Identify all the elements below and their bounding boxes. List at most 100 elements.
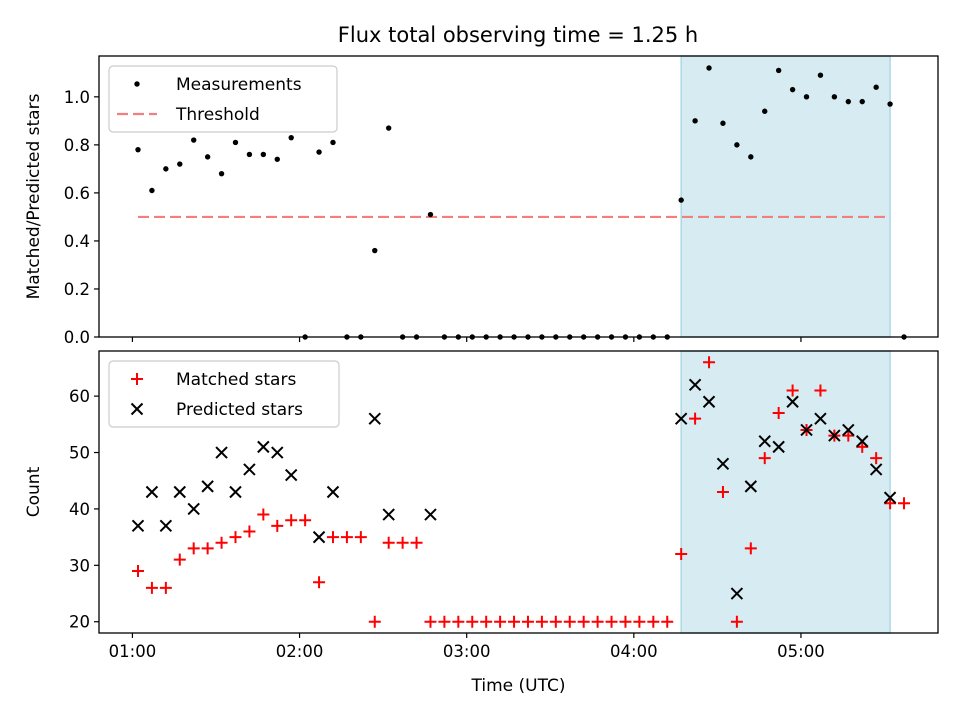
data-point xyxy=(368,615,381,628)
y-tick-label: 60 xyxy=(69,387,90,406)
y-tick-label: 40 xyxy=(69,500,90,519)
legend: Matched stars Predicted stars xyxy=(108,360,340,428)
data-point xyxy=(145,581,158,594)
x-tick-label: 02:00 xyxy=(276,642,324,661)
data-point xyxy=(817,72,824,78)
data-point xyxy=(145,485,159,499)
legend-marker xyxy=(131,373,143,385)
data-point xyxy=(173,553,186,566)
y-tick-label: 0.4 xyxy=(64,232,90,251)
x-axis-label: Time (UTC) xyxy=(471,676,566,696)
y-tick-label: 0.0 xyxy=(64,328,90,347)
data-point xyxy=(845,98,852,105)
data-point xyxy=(898,497,911,510)
data-point xyxy=(187,502,200,516)
data-point xyxy=(215,446,228,459)
highlight-span xyxy=(680,350,891,634)
data-point xyxy=(591,615,604,628)
data-point xyxy=(703,356,716,369)
data-point xyxy=(288,134,294,141)
data-point xyxy=(480,615,493,628)
legend-label: Predicted stars xyxy=(176,400,303,420)
data-point xyxy=(382,536,395,549)
data-point xyxy=(274,156,280,162)
series-x xyxy=(131,378,897,600)
data-point xyxy=(716,457,730,471)
data-point xyxy=(159,519,173,533)
data-point xyxy=(424,508,437,521)
y-tick-label: 20 xyxy=(69,613,90,632)
data-point xyxy=(744,542,757,555)
data-point xyxy=(131,519,145,533)
x-tick-label: 05:00 xyxy=(777,642,825,661)
y-tick-label: 30 xyxy=(69,556,90,575)
plot-frame xyxy=(98,55,939,338)
x-tick-label: 01:00 xyxy=(109,642,157,661)
data-point xyxy=(410,536,423,549)
legend-label: Measurements xyxy=(176,75,302,95)
data-point xyxy=(549,615,562,628)
highlight-span xyxy=(680,55,891,338)
data-point xyxy=(271,519,284,532)
data-point xyxy=(758,435,771,448)
data-point xyxy=(427,211,434,218)
series-dot xyxy=(135,65,907,340)
data-point xyxy=(173,485,186,499)
data-point xyxy=(177,161,183,167)
data-point xyxy=(675,548,688,561)
data-point xyxy=(316,149,322,155)
data-point xyxy=(215,536,228,549)
data-point xyxy=(692,118,698,124)
y-axis-label: Matched/Predicted stars xyxy=(24,93,44,299)
data-point xyxy=(312,530,326,544)
data-point xyxy=(260,151,267,158)
data-point xyxy=(748,154,754,160)
data-point xyxy=(831,94,838,100)
x-tick-label: 04:00 xyxy=(610,642,658,661)
top-panel: 0.0 0.2 0.4 0.6 0.8 1.0 Matched/Predicted star… xyxy=(24,55,939,347)
data-point xyxy=(330,139,336,146)
legend-label: Threshold xyxy=(175,105,260,125)
data-point xyxy=(772,440,785,454)
data-point xyxy=(354,531,367,544)
data-point xyxy=(438,615,451,628)
data-point xyxy=(856,440,869,453)
data-point xyxy=(521,615,534,628)
data-point xyxy=(563,615,576,628)
data-point xyxy=(762,108,768,114)
y-tick-label: 1.0 xyxy=(64,88,90,107)
data-point xyxy=(494,615,507,628)
legend-box xyxy=(108,65,338,133)
data-point xyxy=(396,536,409,549)
y-tick-label: 0.2 xyxy=(64,280,90,299)
data-point xyxy=(706,65,712,71)
data-point xyxy=(232,139,239,146)
data-point xyxy=(577,615,590,628)
data-point xyxy=(535,615,548,628)
data-point xyxy=(204,154,211,160)
data-point xyxy=(191,137,197,143)
data-point xyxy=(452,615,465,628)
data-point xyxy=(229,531,242,544)
data-point xyxy=(661,615,674,628)
data-point xyxy=(326,531,339,544)
data-point xyxy=(716,486,729,498)
data-point xyxy=(326,485,340,499)
data-point xyxy=(869,463,883,476)
data-point xyxy=(674,412,688,425)
data-point xyxy=(758,452,771,465)
data-point xyxy=(842,429,855,442)
data-point xyxy=(201,480,214,493)
data-point xyxy=(744,480,758,493)
data-point xyxy=(647,615,660,628)
data-point xyxy=(424,615,437,628)
data-point xyxy=(340,531,353,544)
data-point xyxy=(688,378,702,392)
data-point xyxy=(619,615,632,628)
data-point xyxy=(159,581,172,594)
data-point xyxy=(201,542,214,555)
data-point xyxy=(368,412,381,425)
data-point xyxy=(859,98,865,105)
legend-marker xyxy=(134,81,140,87)
